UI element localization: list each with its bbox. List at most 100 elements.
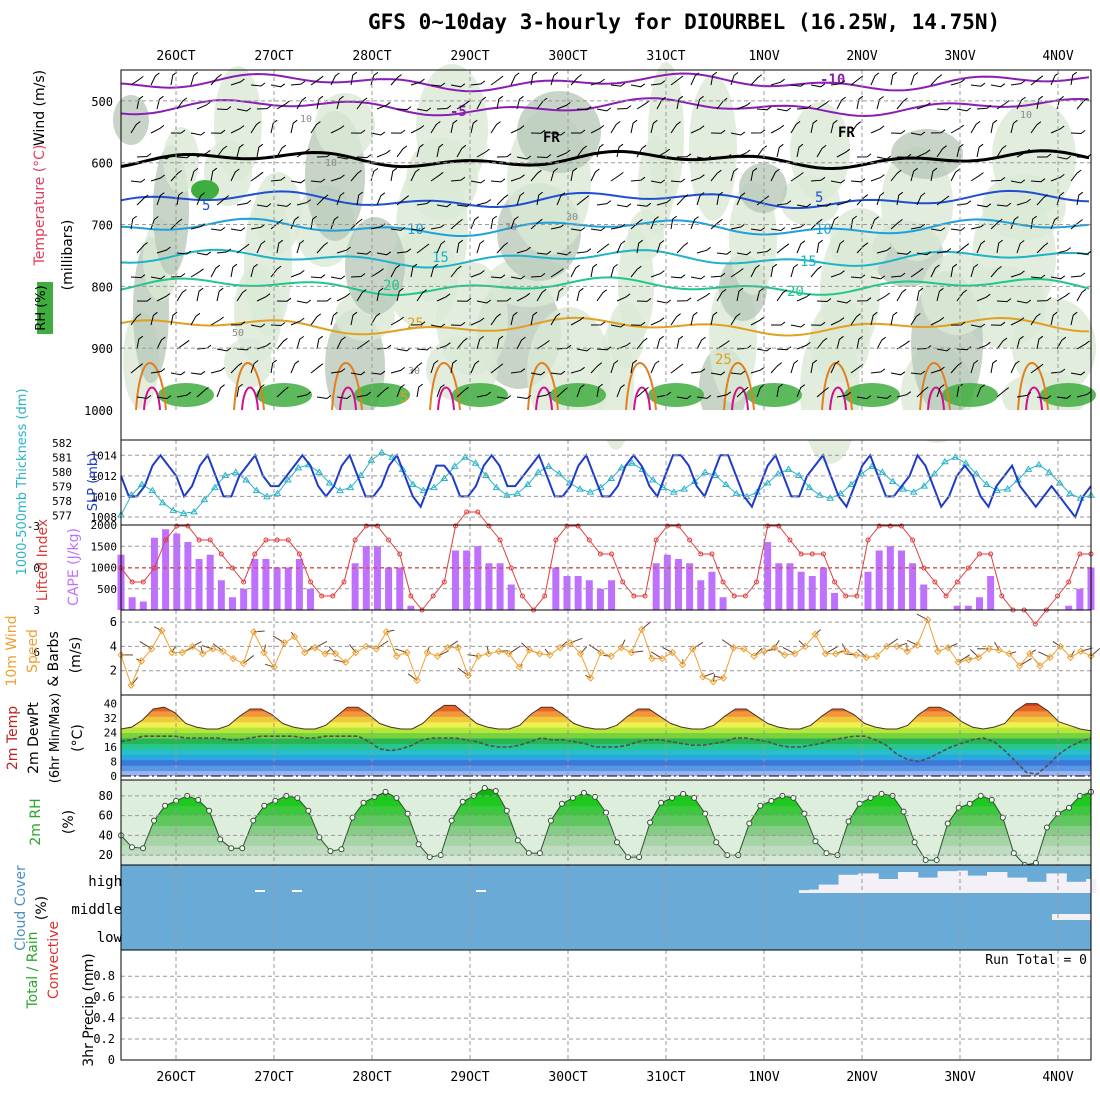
temp-tick: 40 — [104, 698, 117, 711]
temp-axis-label: Temperature (°C) — [32, 145, 48, 267]
wind-speed-point — [668, 648, 677, 657]
wind-barb — [690, 311, 698, 326]
wind-barb — [656, 391, 672, 398]
wind-barb — [476, 148, 490, 158]
wind-barb — [696, 336, 706, 350]
wind-barb — [470, 270, 485, 278]
wind-barb — [430, 171, 444, 182]
wind-barb — [570, 264, 580, 278]
wind-barb — [850, 313, 861, 326]
li-point — [876, 523, 882, 529]
wind-barb — [356, 289, 367, 302]
wind-barb — [570, 227, 586, 232]
wind-barb — [550, 72, 559, 86]
wind-barb — [1070, 169, 1082, 182]
wind-barb — [310, 313, 322, 326]
wind-barb — [136, 153, 152, 158]
wind-barb — [456, 297, 472, 302]
rh-point — [393, 794, 400, 801]
cape-bar — [953, 605, 961, 610]
cloud-gap — [957, 870, 968, 893]
thickness-point — [805, 483, 814, 491]
wind-barb — [670, 178, 686, 183]
thickness-point — [732, 489, 741, 497]
rh-blob-moist — [844, 383, 900, 407]
wind-barb — [890, 71, 897, 86]
wind-barb — [336, 246, 351, 254]
wind-barb — [810, 176, 826, 182]
wind-barb — [856, 297, 872, 302]
rh-point — [382, 788, 389, 795]
temp-band — [121, 732, 1091, 739]
rh-contour-label: 30 — [408, 366, 420, 377]
wind-barb — [956, 289, 968, 302]
wind-barb — [476, 240, 485, 254]
wind-barb — [156, 192, 165, 206]
wind-barb — [136, 242, 148, 254]
precip-frame — [120, 949, 1092, 1061]
wind-barb — [376, 192, 386, 206]
wind-barb — [576, 248, 592, 254]
wind-barb — [436, 105, 452, 110]
rh-point — [151, 817, 158, 824]
wind-barb — [570, 316, 585, 326]
wind-barb — [356, 391, 372, 398]
wind-barb — [596, 346, 612, 351]
wind-barb — [696, 95, 704, 110]
pressure-axis-label: (millibars) — [60, 220, 76, 291]
rh-band — [121, 825, 1091, 836]
wind-barb — [136, 297, 152, 302]
wind-barb — [670, 274, 686, 279]
wind-barb — [436, 384, 445, 398]
wind-speed-point — [474, 652, 483, 660]
wind-barb — [810, 119, 818, 134]
li-point — [430, 593, 436, 599]
wind-barb — [616, 105, 632, 110]
bottom-day-label: 29OCT — [450, 1070, 489, 1085]
cape-bar — [786, 563, 794, 610]
surface-barb — [324, 649, 331, 655]
wind-barb — [130, 178, 146, 183]
rh-point — [801, 810, 808, 817]
temp-tick: 8 — [110, 756, 117, 769]
wind-barb — [1030, 274, 1046, 279]
precip-tick: 0.6 — [93, 990, 115, 1004]
chart-title: GFS 0~10day 3-hourly for DIOURBEL (16.25… — [368, 10, 1001, 34]
wind-speed-point — [352, 648, 360, 657]
wind-barb — [1010, 80, 1026, 86]
wind-barb — [756, 347, 772, 352]
wind-barb — [250, 121, 261, 134]
thickness-point — [137, 480, 146, 488]
rh-tick: 40 — [99, 828, 113, 842]
wind-barb — [536, 289, 547, 302]
wind-speed-point — [658, 654, 666, 663]
wind-barb — [436, 342, 451, 350]
wind-barb — [410, 78, 425, 86]
wind-barb — [710, 371, 726, 376]
isotherm-surface — [535, 386, 553, 411]
wind-barb — [170, 71, 178, 86]
cape-bar — [596, 588, 604, 610]
wind-barb — [270, 119, 278, 134]
wind-barb — [510, 216, 519, 230]
surface-barb — [906, 639, 918, 646]
rh-point — [680, 790, 687, 797]
wind-barb — [176, 289, 187, 302]
isotherm-surface — [633, 386, 651, 411]
surface-barb — [896, 642, 908, 647]
wind-barb — [190, 312, 201, 326]
wind-barb — [476, 96, 487, 110]
wind-barb — [436, 240, 446, 254]
cloud-level-label: high — [88, 874, 122, 890]
wind-barb — [436, 143, 444, 158]
wind-barb — [1016, 392, 1032, 398]
thickness-point — [179, 509, 188, 516]
li-point — [564, 523, 570, 529]
thickness-point — [242, 476, 251, 483]
surface-barb — [200, 646, 204, 654]
surface-barb — [1029, 649, 1037, 655]
wind-barb — [1010, 270, 1025, 278]
thickness-tick: 577 — [52, 510, 72, 523]
cape-bar — [507, 584, 515, 610]
wind-speed-point — [137, 657, 146, 665]
